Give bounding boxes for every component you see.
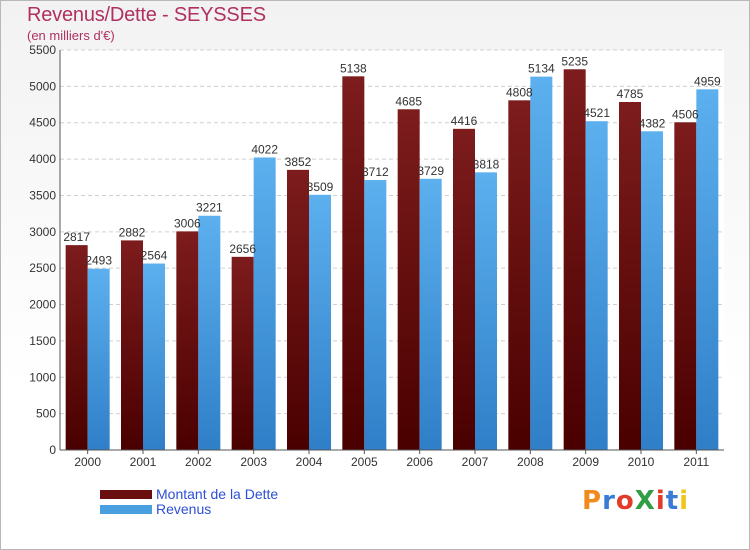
y-tick-label: 0 [49, 443, 56, 457]
data-label-dette: 4416 [451, 114, 478, 128]
data-label-dette: 5235 [561, 54, 588, 68]
data-label-dette: 2656 [229, 242, 256, 256]
y-tick-label: 5500 [29, 43, 56, 57]
y-tick-label: 500 [36, 407, 56, 421]
data-label-dette: 3852 [285, 155, 312, 169]
y-tick-label: 1000 [29, 370, 56, 384]
data-label-dette: 2882 [119, 225, 146, 239]
bar-dette [397, 109, 420, 450]
bar-dette [65, 245, 88, 450]
data-label-revenus: 5134 [528, 62, 555, 76]
bar-dette [674, 122, 697, 451]
x-tick-label: 2006 [406, 455, 433, 469]
plot-area [60, 50, 724, 450]
chart-title: Revenus/Dette - SEYSSES [27, 4, 266, 26]
data-label-revenus: 3818 [473, 157, 500, 171]
data-label-dette: 4685 [395, 94, 422, 108]
logo-letter: t [665, 486, 680, 516]
bar-revenus [530, 76, 553, 451]
x-tick-label: 2007 [462, 455, 489, 469]
bar-revenus [585, 121, 608, 450]
data-label-dette: 5138 [340, 61, 367, 75]
data-label-revenus: 4521 [583, 106, 610, 120]
y-tick-label: 4500 [29, 116, 56, 130]
bar-revenus [364, 180, 387, 450]
data-label-dette: 4785 [617, 87, 644, 101]
data-label-revenus: 3221 [196, 201, 223, 215]
x-tick-label: 2010 [628, 455, 655, 469]
legend-swatch-dette [100, 490, 152, 499]
bar-dette [231, 256, 254, 450]
data-label-revenus: 2564 [141, 249, 168, 263]
x-tick-label: 2009 [572, 455, 599, 469]
bar-dette [508, 100, 531, 450]
y-tick-label: 2000 [29, 298, 56, 312]
bar-dette [563, 69, 586, 450]
legend-label-revenus: Revenus [156, 501, 212, 517]
data-label-revenus: 4959 [694, 74, 721, 88]
data-label-dette: 4506 [672, 107, 699, 121]
y-tick-label: 2500 [29, 261, 56, 275]
data-label-revenus: 3509 [307, 180, 334, 194]
data-label-dette: 2817 [63, 230, 90, 244]
data-label-revenus: 4382 [639, 116, 666, 130]
bar-dette [342, 76, 365, 450]
bar-revenus [419, 178, 442, 451]
x-tick-label: 2003 [240, 455, 267, 469]
chart-subtitle: (en milliers d'€) [27, 28, 115, 43]
bar-revenus [696, 89, 719, 450]
x-tick-label: 2002 [185, 455, 212, 469]
logo-letter: P [582, 486, 603, 516]
bar-revenus [87, 268, 110, 450]
y-tick-label: 3000 [29, 225, 56, 239]
bar-revenus [198, 215, 221, 450]
legend-label-dette: Montant de la Dette [156, 486, 279, 502]
bar-revenus [309, 194, 331, 450]
proxiti-logo: ProXiti [582, 486, 689, 516]
bar-dette [453, 128, 475, 450]
data-label-revenus: 4022 [251, 142, 278, 156]
legend-swatch-revenus [100, 505, 152, 514]
logo-letter: o [615, 486, 635, 516]
y-tick-label: 3500 [29, 188, 56, 202]
bar-dette [287, 169, 309, 450]
y-tick-label: 4000 [29, 152, 56, 166]
data-label-revenus: 3712 [362, 165, 389, 179]
x-tick-label: 2001 [130, 455, 157, 469]
bar-dette [121, 240, 143, 450]
bar-dette [619, 102, 641, 450]
bar-revenus [253, 157, 276, 450]
bar-revenus [475, 172, 497, 450]
logo-letter: X [634, 486, 656, 516]
x-tick-label: 2000 [74, 455, 101, 469]
logo-letter: i [655, 486, 666, 516]
data-label-dette: 3006 [174, 216, 201, 230]
x-tick-label: 2008 [517, 455, 544, 469]
data-label-revenus: 3729 [417, 164, 444, 178]
x-tick-label: 2004 [296, 455, 323, 469]
bar-dette [176, 231, 199, 450]
logo-letter: i [679, 486, 690, 516]
data-label-dette: 4808 [506, 85, 533, 99]
logo-letter: r [602, 486, 616, 516]
x-tick-label: 2005 [351, 455, 378, 469]
bar-revenus [641, 131, 663, 451]
data-label-revenus: 2493 [85, 254, 112, 268]
y-tick-label: 1500 [29, 334, 56, 348]
x-tick-label: 2011 [683, 455, 709, 469]
bar-revenus [143, 263, 165, 450]
y-tick-label: 5000 [29, 79, 56, 93]
